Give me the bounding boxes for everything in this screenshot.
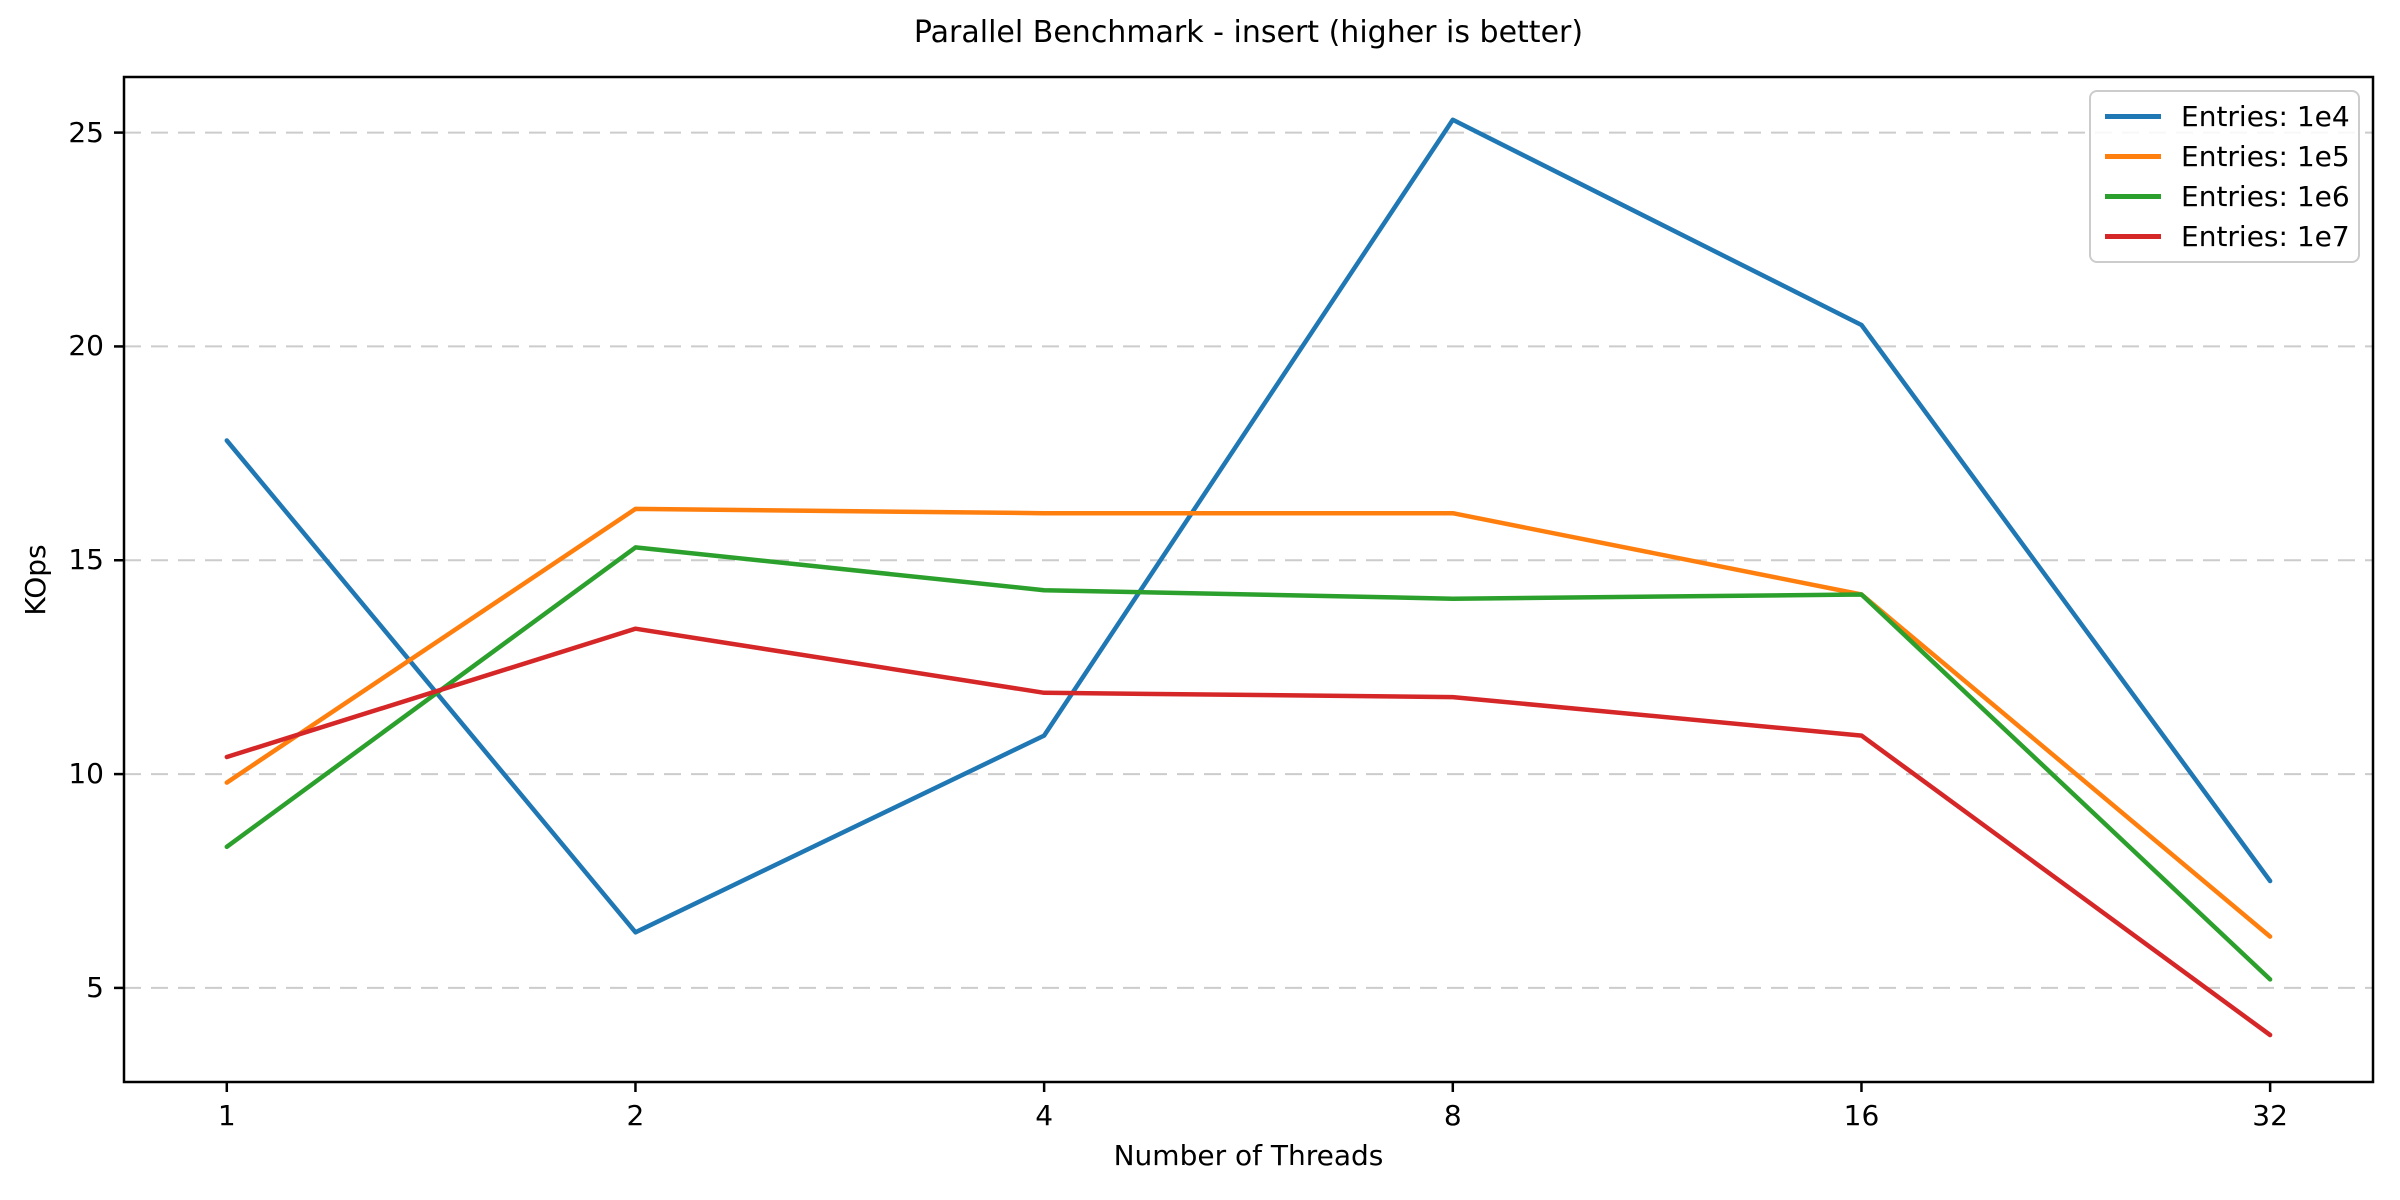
legend-label: Entries: 1e7 [2181, 219, 2350, 253]
legend-row-3: Entries: 1e7 [2105, 217, 2350, 257]
legend-label: Entries: 1e5 [2181, 139, 2350, 173]
x-axis-label: Number of Threads [1113, 1139, 1384, 1172]
legend-row-2: Entries: 1e6 [2105, 177, 2350, 217]
legend-line-swatch [2105, 194, 2161, 199]
series-line-entries-1e6 [224, 545, 2273, 982]
y-tick-label-15: 15 [68, 543, 104, 577]
legend-line-swatch [2105, 114, 2161, 119]
series-line-entries-1e4 [224, 117, 2273, 935]
x-tick-label-1: 1 [217, 1099, 236, 1132]
legend-line-swatch [2105, 154, 2161, 159]
legend-row-0: Entries: 1e4 [2105, 97, 2350, 137]
y-tick-label-20: 20 [68, 329, 104, 363]
series-line-entries-1e5 [224, 506, 2273, 939]
plot-spines [122, 75, 2375, 1084]
x-tick-label-4: 4 [1035, 1099, 1054, 1132]
y-tick-label-10: 10 [68, 757, 104, 791]
legend-row-1: Entries: 1e5 [2105, 137, 2350, 177]
y-tick-label-5: 5 [86, 970, 104, 1004]
legend-label: Entries: 1e4 [2181, 99, 2350, 133]
series-line-entries-1e7 [224, 626, 2273, 1038]
legend-line-swatch [2105, 234, 2161, 239]
x-tick-label-8: 8 [1443, 1099, 1462, 1132]
x-tick-label-32: 32 [2252, 1099, 2288, 1132]
x-tick-label-16: 16 [1843, 1099, 1880, 1132]
chart-title: Parallel Benchmark - insert (higher is b… [913, 15, 1584, 50]
legend: Entries: 1e4 Entries: 1e5 Entries: 1e6 Entr… [2089, 90, 2360, 263]
legend-label: Entries: 1e6 [2181, 179, 2350, 213]
y-tick-label-25: 25 [68, 115, 104, 149]
x-tick-label-2: 2 [626, 1099, 645, 1132]
